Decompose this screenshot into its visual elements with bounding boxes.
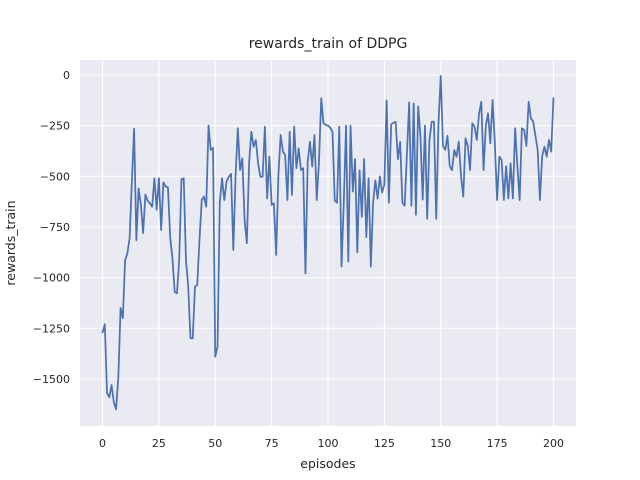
x-tick-label: 200: [543, 437, 564, 450]
x-axis-label: episodes: [300, 456, 355, 471]
x-tick-label: 100: [318, 437, 339, 450]
chart-title: rewards_train of DDPG: [249, 36, 408, 52]
y-tick-label: −500: [40, 170, 70, 183]
y-tick-label: −750: [40, 221, 70, 234]
x-tick-label: 125: [374, 437, 395, 450]
x-tick-label: 50: [208, 437, 222, 450]
y-tick-labels: 0 −250 −500 −750 −1000 −1250 −1500: [33, 69, 70, 386]
x-tick-label: 75: [265, 437, 279, 450]
x-tick-label: 150: [430, 437, 451, 450]
x-tick-label: 0: [99, 437, 106, 450]
line-series: [101, 75, 555, 411]
x-tick-label: 25: [152, 437, 166, 450]
x-tick-label: 175: [487, 437, 508, 450]
y-tick-label: 0: [63, 69, 70, 82]
x-tick-labels: 0 25 50 75 100 125 150 175 200: [99, 437, 564, 450]
y-tick-label: −1000: [33, 272, 70, 285]
y-tick-label: −1250: [33, 322, 70, 335]
y-axis-label: rewards_train: [3, 200, 18, 285]
y-tick-label: −1500: [33, 373, 70, 386]
y-tick-label: −250: [40, 120, 70, 133]
